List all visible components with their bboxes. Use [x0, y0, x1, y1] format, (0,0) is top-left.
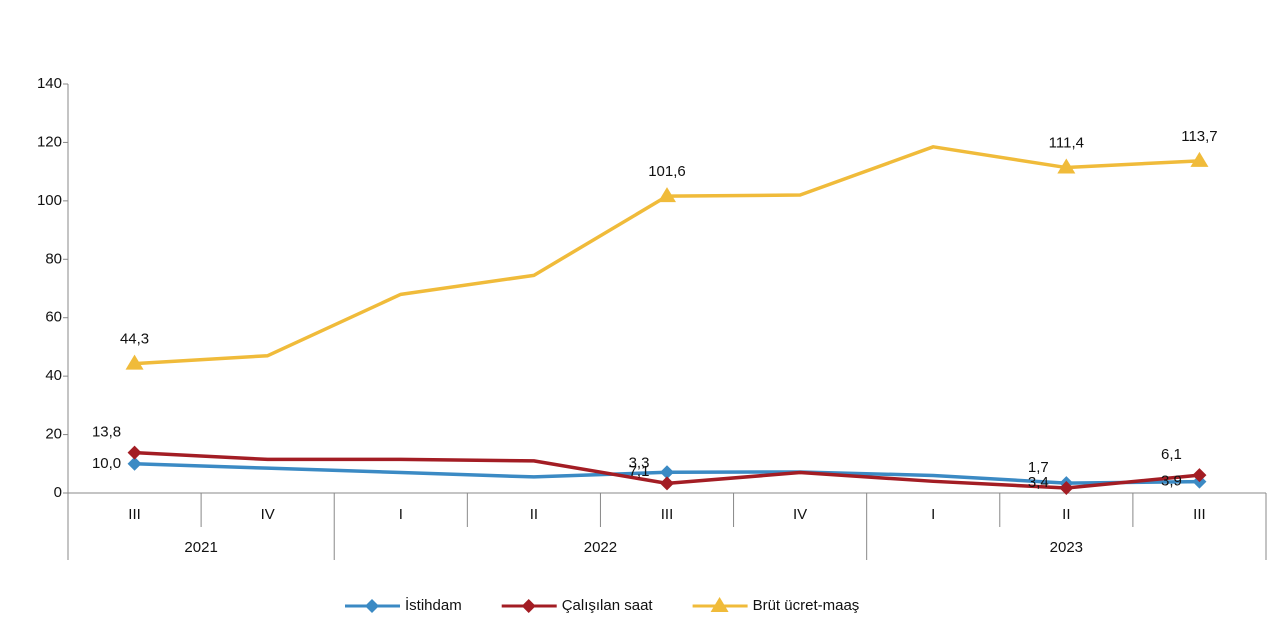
x-tick-label: II — [1062, 506, 1070, 523]
data-label: 6,1 — [1161, 446, 1182, 463]
y-tick-label: 120 — [37, 133, 62, 150]
marker — [660, 465, 674, 480]
data-label: 10,0 — [92, 455, 121, 472]
data-label: 101,6 — [648, 163, 686, 180]
marker — [125, 354, 144, 370]
y-tick-label: 100 — [37, 192, 62, 209]
marker — [710, 597, 729, 612]
marker — [660, 476, 674, 491]
data-label: 1,7 — [1028, 459, 1049, 476]
data-label: 3,9 — [1161, 473, 1182, 490]
marker — [127, 445, 142, 460]
x-tick-label: IV — [261, 506, 275, 523]
data-label: 3,4 — [1028, 474, 1049, 491]
y-tick-label: 80 — [45, 250, 62, 267]
data-label: 13,8 — [92, 424, 121, 441]
x-group-label: 2022 — [584, 539, 617, 556]
marker — [1059, 481, 1074, 496]
legend-label: Çalışılan saat — [562, 597, 654, 614]
x-tick-label: II — [530, 506, 538, 523]
data-label: 113,7 — [1181, 128, 1217, 145]
x-group-label: 2021 — [184, 539, 217, 556]
marker — [521, 599, 536, 613]
data-label: 111,4 — [1049, 135, 1084, 152]
y-tick-label: 0 — [54, 484, 62, 501]
marker — [365, 599, 379, 613]
data-label: 44,3 — [120, 331, 149, 348]
y-tick-label: 140 — [37, 75, 62, 92]
marker — [127, 456, 142, 471]
x-tick-label: III — [1193, 506, 1206, 523]
data-label: 3,3 — [629, 454, 650, 471]
marker — [1192, 468, 1207, 483]
y-tick-label: 40 — [45, 367, 62, 384]
marker — [1190, 151, 1209, 167]
data-label: 7,1 — [629, 463, 650, 480]
legend-label: İstihdam — [405, 596, 462, 614]
x-tick-label: I — [931, 506, 935, 523]
x-tick-label: IV — [793, 506, 807, 523]
y-tick-label: 60 — [45, 309, 62, 326]
x-group-label: 2023 — [1050, 539, 1083, 556]
marker — [1057, 158, 1076, 174]
x-tick-label: I — [399, 506, 403, 523]
legend-label: Brüt ücret-maaş — [753, 597, 860, 614]
x-tick-label: III — [128, 506, 141, 523]
x-tick-label: III — [661, 506, 674, 523]
marker — [658, 187, 676, 203]
y-tick-label: 20 — [45, 426, 62, 443]
